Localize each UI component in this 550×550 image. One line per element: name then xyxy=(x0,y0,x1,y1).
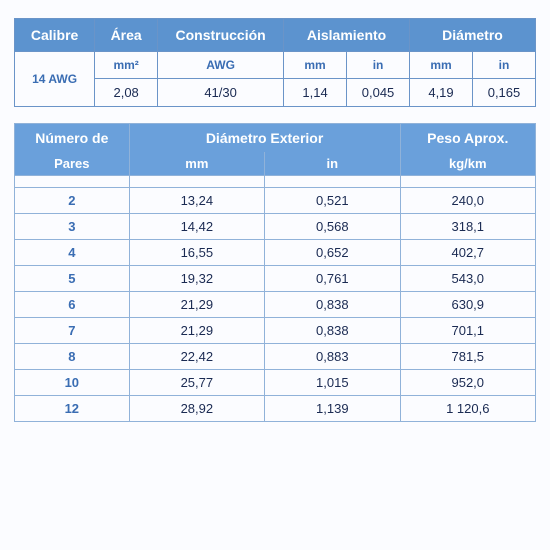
table-row: 721,290,838701,1 xyxy=(15,318,536,344)
unit-diam-mm: mm xyxy=(410,52,473,79)
cell-pares: 5 xyxy=(15,266,130,292)
table-units-row: 14 AWG mm² AWG mm in mm in xyxy=(15,52,536,79)
cell-diam-mm: 21,29 xyxy=(129,292,264,318)
col-construccion: Construcción xyxy=(158,19,284,52)
col-ext-in: in xyxy=(265,152,400,176)
value-diam-in: 0,165 xyxy=(472,79,535,107)
table-row: 213,240,521240,0 xyxy=(15,188,536,214)
value-diam-mm: 4,19 xyxy=(410,79,473,107)
unit-diam-in: in xyxy=(472,52,535,79)
unit-construccion: AWG xyxy=(158,52,284,79)
cell-peso: 240,0 xyxy=(400,188,535,214)
col-pares-line2: Pares xyxy=(15,152,130,176)
cell-diam-in: 0,521 xyxy=(265,188,400,214)
cell-peso: 701,1 xyxy=(400,318,535,344)
cell-peso: 318,1 xyxy=(400,214,535,240)
cell-diam-in: 1,015 xyxy=(265,370,400,396)
value-area: 2,08 xyxy=(95,79,158,107)
cell-diam-mm: 22,42 xyxy=(129,344,264,370)
cell-diam-mm: 25,77 xyxy=(129,370,264,396)
cell-pares: 10 xyxy=(15,370,130,396)
col-peso-line1: Peso Aprox. xyxy=(400,124,535,153)
col-ext-line1: Diámetro Exterior xyxy=(129,124,400,153)
cell-diam-mm: 28,92 xyxy=(129,396,264,422)
cell-diam-mm: 13,24 xyxy=(129,188,264,214)
cell-peso: 1 120,6 xyxy=(400,396,535,422)
cell-diam-in: 0,838 xyxy=(265,292,400,318)
col-calibre: Calibre xyxy=(15,19,95,52)
cell-peso: 781,5 xyxy=(400,344,535,370)
cell-diam-mm: 16,55 xyxy=(129,240,264,266)
cell-pares: 2 xyxy=(15,188,130,214)
cell-diam-mm: 19,32 xyxy=(129,266,264,292)
col-aislamiento: Aislamiento xyxy=(284,19,410,52)
cell-pares: 12 xyxy=(15,396,130,422)
spacer-row xyxy=(15,176,536,188)
table-row: 416,550,652402,7 xyxy=(15,240,536,266)
cell-pares: 7 xyxy=(15,318,130,344)
col-peso-line2: kg/km xyxy=(400,152,535,176)
cell-peso: 543,0 xyxy=(400,266,535,292)
col-area: Área xyxy=(95,19,158,52)
value-aisla-in: 0,045 xyxy=(347,79,410,107)
table-row: 822,420,883781,5 xyxy=(15,344,536,370)
cell-diam-in: 0,761 xyxy=(265,266,400,292)
cell-diam-in: 0,838 xyxy=(265,318,400,344)
unit-aisla-mm: mm xyxy=(284,52,347,79)
cell-peso: 402,7 xyxy=(400,240,535,266)
table-header-row: Calibre Área Construcción Aislamiento Di… xyxy=(15,19,536,52)
col-ext-mm: mm xyxy=(129,152,264,176)
cell-pares: 3 xyxy=(15,214,130,240)
cell-diam-mm: 14,42 xyxy=(129,214,264,240)
cell-diam-in: 0,568 xyxy=(265,214,400,240)
pairs-table: Número de Diámetro Exterior Peso Aprox. … xyxy=(14,123,536,422)
table-subheader-row: Pares mm in kg/km xyxy=(15,152,536,176)
value-calibre: 14 AWG xyxy=(15,52,95,107)
table-row: 621,290,838630,9 xyxy=(15,292,536,318)
table-row: 1025,771,015952,0 xyxy=(15,370,536,396)
unit-aisla-in: in xyxy=(347,52,410,79)
value-construccion: 41/30 xyxy=(158,79,284,107)
cell-pares: 6 xyxy=(15,292,130,318)
cell-diam-in: 0,652 xyxy=(265,240,400,266)
cell-peso: 630,9 xyxy=(400,292,535,318)
table-header-row: Número de Diámetro Exterior Peso Aprox. xyxy=(15,124,536,153)
cable-spec-table: Calibre Área Construcción Aislamiento Di… xyxy=(14,18,536,107)
table-row: 1228,921,1391 120,6 xyxy=(15,396,536,422)
cell-peso: 952,0 xyxy=(400,370,535,396)
value-aisla-mm: 1,14 xyxy=(284,79,347,107)
cell-diam-in: 0,883 xyxy=(265,344,400,370)
col-pares-line1: Número de xyxy=(15,124,130,153)
col-diametro: Diámetro xyxy=(410,19,536,52)
unit-area: mm² xyxy=(95,52,158,79)
cell-diam-in: 1,139 xyxy=(265,396,400,422)
table-row: 314,420,568318,1 xyxy=(15,214,536,240)
table-row: 519,320,761543,0 xyxy=(15,266,536,292)
cell-pares: 8 xyxy=(15,344,130,370)
cell-diam-mm: 21,29 xyxy=(129,318,264,344)
cell-pares: 4 xyxy=(15,240,130,266)
